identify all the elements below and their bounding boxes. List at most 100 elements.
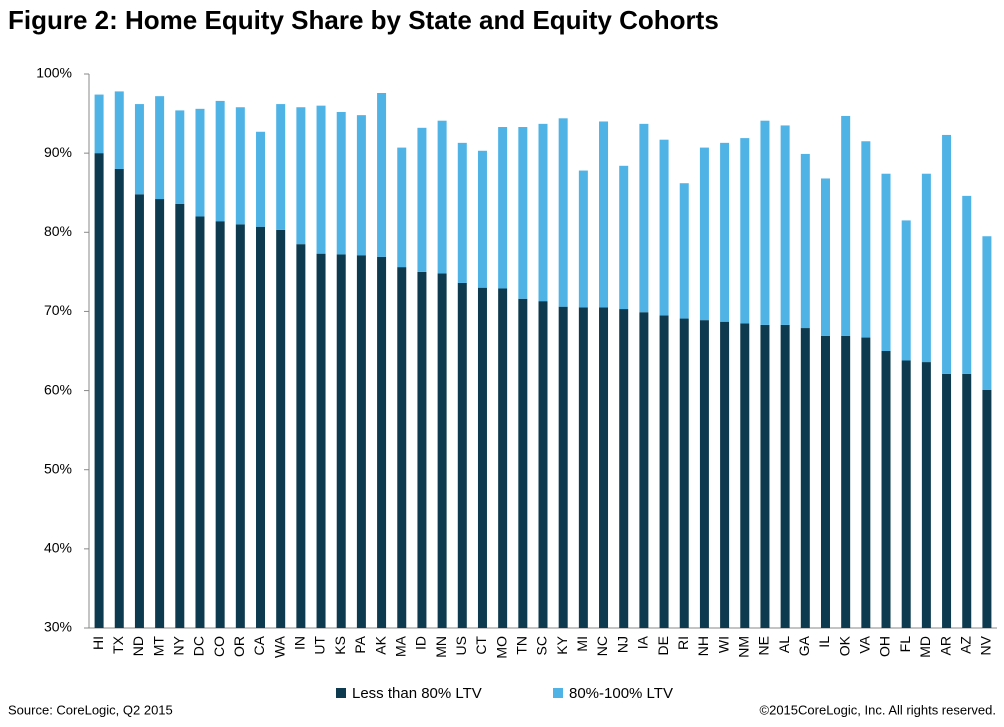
bar-segment [720, 321, 730, 628]
x-tick-label: AL [776, 636, 792, 653]
bar-segment [457, 282, 467, 628]
x-tick-label: DC [191, 636, 207, 656]
bar-segment [699, 320, 709, 628]
bar-segment [437, 120, 447, 274]
bar-segment [578, 170, 588, 308]
x-tick-label: RI [675, 636, 691, 650]
x-tick-label: MD [917, 636, 933, 658]
x-tick-label: DE [655, 636, 671, 655]
bar-segment [921, 362, 931, 628]
bar-segment [599, 307, 609, 628]
x-tick-label: HI [90, 636, 106, 650]
bar-segment [861, 141, 871, 338]
bar-segment [437, 273, 447, 628]
bar-segment [316, 105, 326, 254]
bar-segment [599, 121, 609, 308]
bar-segment [881, 173, 891, 351]
y-tick-label: 40% [44, 540, 72, 556]
bar-segment [134, 104, 144, 195]
y-tick-label: 80% [44, 223, 72, 239]
bar-segment [175, 110, 185, 204]
bar-segment [901, 360, 911, 628]
x-tick-label: VA [857, 635, 873, 653]
x-tick-label: OH [877, 636, 893, 657]
bar-segment [841, 115, 851, 336]
bar-segment [296, 244, 306, 628]
x-tick-label: CA [251, 635, 267, 655]
bar-segment [538, 301, 548, 628]
x-tick-label: IN [292, 636, 308, 650]
x-tick-label: NC [594, 636, 610, 656]
bar-segment [114, 168, 124, 628]
bar-segment [639, 312, 649, 628]
x-tick-label: NV [978, 635, 994, 655]
legend-label: 80%-100% LTV [569, 685, 673, 702]
bar-segment [780, 125, 790, 325]
legend-swatch [336, 688, 346, 698]
bar-segment [155, 96, 165, 200]
bar-segment [377, 256, 387, 628]
bar-segment [94, 94, 104, 154]
bar-segment [417, 271, 427, 628]
bar-segment [457, 142, 467, 283]
bar-segment [619, 309, 629, 628]
bar-segment [256, 226, 266, 628]
legend-swatch [553, 688, 563, 698]
bar-segment [336, 254, 346, 628]
x-tick-label: AK [372, 635, 388, 654]
x-tick-label: IL [816, 636, 832, 648]
bar-segment [558, 118, 568, 307]
y-tick-label: 60% [44, 381, 72, 397]
bar-segment [477, 150, 487, 288]
x-tick-label: UT [312, 636, 328, 655]
x-tick-label: SC [534, 636, 550, 655]
bar-segment [962, 373, 972, 628]
x-tick-label: KS [332, 636, 348, 655]
bar-segment [962, 195, 972, 374]
chart-title: Figure 2: Home Equity Share by State and… [8, 5, 719, 35]
source: Source: CoreLogic, Q2 2015 [8, 702, 173, 717]
bar-segment [397, 147, 407, 268]
bar-segment [518, 127, 528, 299]
x-tick-label: MA [392, 635, 408, 657]
bar-segment [982, 236, 992, 390]
bar-segment [397, 267, 407, 628]
bar-segment [820, 335, 830, 628]
bar-segment [316, 253, 326, 628]
bar-segment [679, 183, 689, 319]
y-tick-label: 50% [44, 460, 72, 476]
x-tick-label: NM [735, 636, 751, 658]
bar-segment [114, 91, 124, 169]
bar-segment [498, 288, 508, 628]
x-tick-label: GA [796, 635, 812, 656]
bar-segment [942, 373, 952, 628]
bar-segment [356, 255, 366, 629]
x-tick-label: FL [897, 636, 913, 653]
x-tick-label: AR [937, 636, 953, 655]
bar-segment [377, 92, 387, 257]
bar-segment [659, 139, 669, 316]
bar-segment [921, 173, 931, 363]
bar-segment [578, 307, 588, 628]
bar-segment [155, 199, 165, 628]
x-tick-label: MT [150, 636, 166, 657]
bar-segment [94, 153, 104, 628]
bar-segment [982, 389, 992, 628]
x-tick-label: PA [352, 635, 368, 653]
x-tick-label: IA [635, 635, 651, 649]
x-tick-label: NH [695, 636, 711, 656]
bar-segment [800, 153, 810, 329]
bar-segment [477, 287, 487, 628]
x-tick-label: OK [836, 635, 852, 656]
bar-segment [336, 111, 346, 255]
legend-label: Less than 80% LTV [352, 685, 482, 702]
x-tick-label: NJ [614, 636, 630, 653]
bar-segment [558, 306, 568, 628]
bar-segment [861, 337, 871, 628]
x-tick-label: TN [514, 636, 530, 655]
bar-segment [215, 221, 225, 628]
x-tick-label: KY [554, 635, 570, 654]
bar-segment [942, 134, 952, 374]
bar-segment [195, 108, 205, 217]
bar-segment [760, 120, 770, 325]
